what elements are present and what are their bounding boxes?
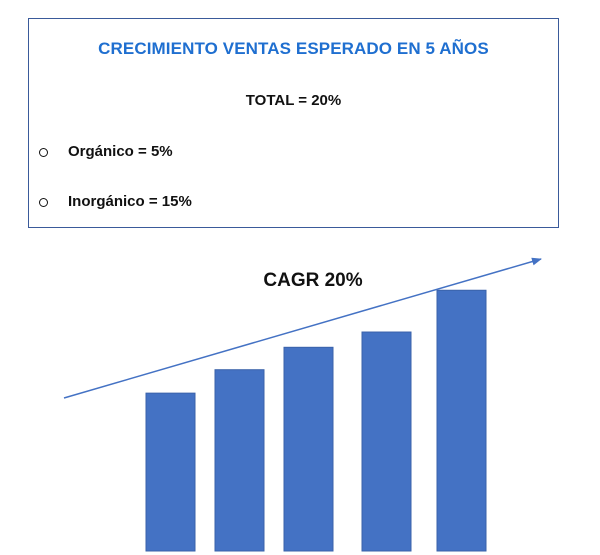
info-box-title: CRECIMIENTO VENTAS ESPERADO EN 5 AÑOS: [98, 39, 489, 58]
bullet-item-organic: Orgánico = 5%: [39, 143, 173, 160]
bar-group: [145, 289, 487, 552]
bar-5: [436, 289, 487, 552]
growth-info-box: CRECIMIENTO VENTAS ESPERADO EN 5 AÑOS TO…: [28, 18, 559, 228]
bullet-item-label: Inorgánico = 15%: [68, 193, 192, 210]
bar-4: [361, 331, 412, 552]
bar-1: [145, 392, 196, 552]
bullet-item-inorganic: Inorgánico = 15%: [39, 193, 192, 210]
trend-arrow: [63, 257, 542, 399]
bar-3: [283, 346, 334, 552]
bullet-circle-icon: [39, 197, 48, 207]
bullet-item-label: Orgánico = 5%: [68, 143, 173, 160]
bar-2: [214, 369, 265, 552]
total-growth-label: TOTAL = 20%: [245, 92, 342, 109]
chart-title: CAGR 20%: [263, 270, 362, 291]
bullet-circle-icon: [39, 147, 48, 157]
